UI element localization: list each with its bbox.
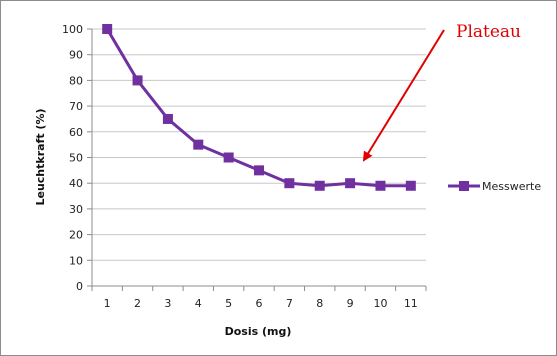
axes: [87, 28, 427, 291]
y-tick-label-20: 20: [69, 229, 83, 242]
y-tick-label-10: 10: [69, 254, 83, 267]
y-tick-label-80: 80: [69, 74, 83, 87]
y-axis-title: Leuchtkraft (%): [34, 108, 47, 205]
series-messwerte: [102, 24, 416, 191]
legend-label-messwerte: Messwerte: [482, 180, 541, 193]
x-tick-label-9: 9: [347, 297, 354, 310]
x-tick-label-4: 4: [195, 297, 202, 310]
plateau-annotation: Plateau: [362, 22, 521, 162]
x-tick-label-8: 8: [316, 297, 323, 310]
legend: Messwerte: [448, 180, 541, 193]
x-tick-label-1: 1: [104, 297, 111, 310]
y-tick-label-100: 100: [62, 23, 83, 36]
data-point-10: [375, 180, 386, 191]
data-point-8: [314, 180, 325, 191]
x-tick-label-5: 5: [225, 297, 232, 310]
x-tick-label-2: 2: [134, 297, 141, 310]
data-point-4: [193, 139, 204, 150]
x-tick-label-10: 10: [373, 297, 387, 310]
x-axis-title: Dosis (mg): [225, 325, 292, 338]
gridlines: [92, 28, 426, 261]
y-tick-label-0: 0: [76, 280, 83, 293]
data-point-11: [405, 180, 416, 191]
y-tick-label-90: 90: [69, 49, 83, 62]
y-tick-label-30: 30: [69, 203, 83, 216]
x-tick-label-7: 7: [286, 297, 293, 310]
y-tick-label-70: 70: [69, 100, 83, 113]
data-point-3: [162, 113, 173, 124]
data-point-6: [254, 165, 264, 176]
series-line-0: [105, 28, 411, 188]
legend-marker: [459, 181, 469, 191]
tick-labels: 0 10 20 30 40 50 60 70 80 90 100 1 2 3 4 5 6 7 8 9 10 11: [62, 23, 418, 310]
data-point-1: [102, 24, 113, 34]
data-point-2: [132, 75, 143, 86]
y-tick-label-60: 60: [69, 126, 83, 139]
annotation-arrow: [362, 29, 445, 162]
data-point-7: [284, 178, 295, 189]
x-tick-label-6: 6: [256, 297, 263, 310]
annotation-label: Plateau: [456, 22, 521, 42]
x-tick-label-11: 11: [404, 297, 418, 310]
x-tick-label-3: 3: [164, 297, 171, 310]
data-point-5: [223, 152, 234, 163]
y-tick-label-50: 50: [69, 152, 83, 165]
data-point-9: [345, 178, 356, 189]
y-tick-label-40: 40: [69, 177, 83, 190]
